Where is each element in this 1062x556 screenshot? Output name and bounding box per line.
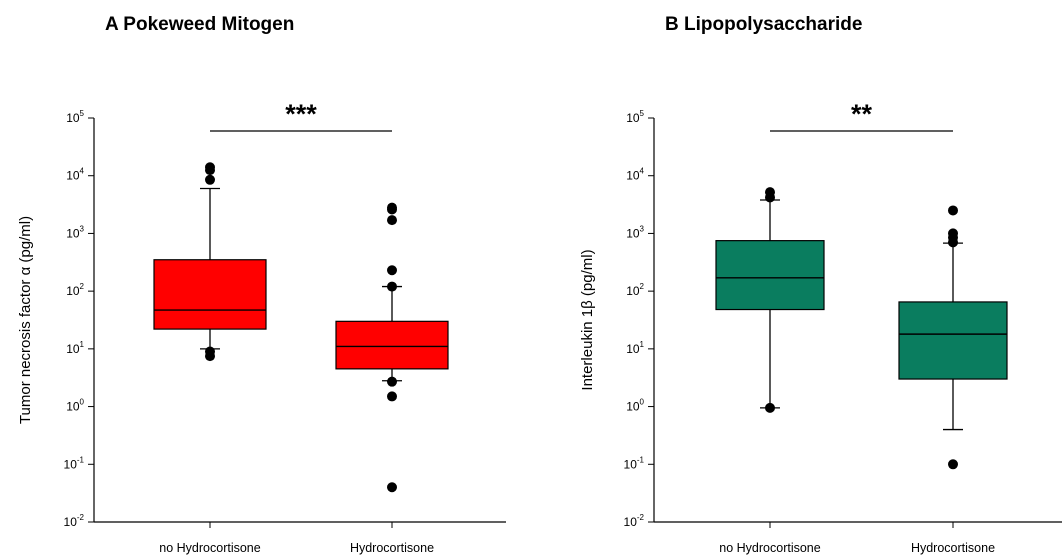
outlier-point	[948, 228, 958, 239]
outlier-point	[387, 376, 397, 387]
x-category-label: Hydrocortisone	[350, 541, 434, 555]
iqr-box	[715, 240, 825, 311]
outlier-point	[387, 215, 397, 226]
y-tick-label: 105	[66, 109, 84, 125]
y-tick-label: 104	[66, 167, 84, 183]
y-axis-label: Tumor necrosis factor α (pg/ml)	[17, 216, 34, 424]
outlier-point	[765, 402, 775, 413]
box-no-hydrocortisone	[715, 187, 825, 413]
outlier-point	[387, 482, 397, 493]
y-tick-label: 104	[626, 167, 644, 183]
outlier-point	[387, 265, 397, 276]
significance-marker: ***	[285, 99, 317, 129]
box-hydrocortisone	[898, 205, 1008, 470]
outlier-point	[387, 391, 397, 402]
outlier-point	[205, 346, 215, 357]
outlier-point	[205, 174, 215, 185]
y-tick-label: 10-2	[64, 513, 85, 529]
outlier-point	[387, 202, 397, 213]
y-tick-label: 100	[626, 398, 644, 414]
y-tick-label: 101	[66, 340, 84, 356]
outlier-point	[948, 459, 958, 470]
y-tick-label: 101	[626, 340, 644, 356]
y-tick-label: 102	[66, 282, 84, 298]
y-tick-label: 105	[626, 109, 644, 125]
iqr-box	[335, 320, 449, 370]
y-tick-label: 10-2	[624, 513, 645, 529]
box-hydrocortisone	[335, 202, 449, 493]
chart-title: A Pokeweed Mitogen	[105, 14, 294, 35]
box-no-hydrocortisone	[153, 162, 267, 362]
significance-marker: **	[851, 99, 873, 129]
x-category-label: Hydrocortisone	[911, 541, 995, 555]
y-tick-label: 103	[626, 224, 644, 240]
chart-panel-a: A Pokeweed Mitogen Tumor necrosis factor …	[17, 14, 506, 555]
y-tick-label: 10-1	[624, 455, 645, 471]
y-axis-label: Interleukin 1β (pg/ml)	[579, 249, 596, 390]
outlier-point	[387, 281, 397, 292]
iqr-box	[898, 301, 1008, 380]
y-tick-label: 102	[626, 282, 644, 298]
y-tick-label: 103	[66, 224, 84, 240]
outlier-point	[205, 162, 215, 173]
outlier-point	[765, 187, 775, 198]
x-category-label: no Hydrocortisone	[719, 541, 820, 555]
x-category-label: no Hydrocortisone	[159, 541, 260, 555]
iqr-box	[153, 259, 267, 330]
outlier-point	[948, 205, 958, 216]
chart-title: B Lipopolysaccharide	[665, 14, 862, 35]
y-tick-label: 100	[66, 398, 84, 414]
y-tick-label: 10-1	[64, 455, 85, 471]
chart-panel-b: B Lipopolysaccharide Interleukin 1β (pg/m…	[579, 14, 1062, 555]
